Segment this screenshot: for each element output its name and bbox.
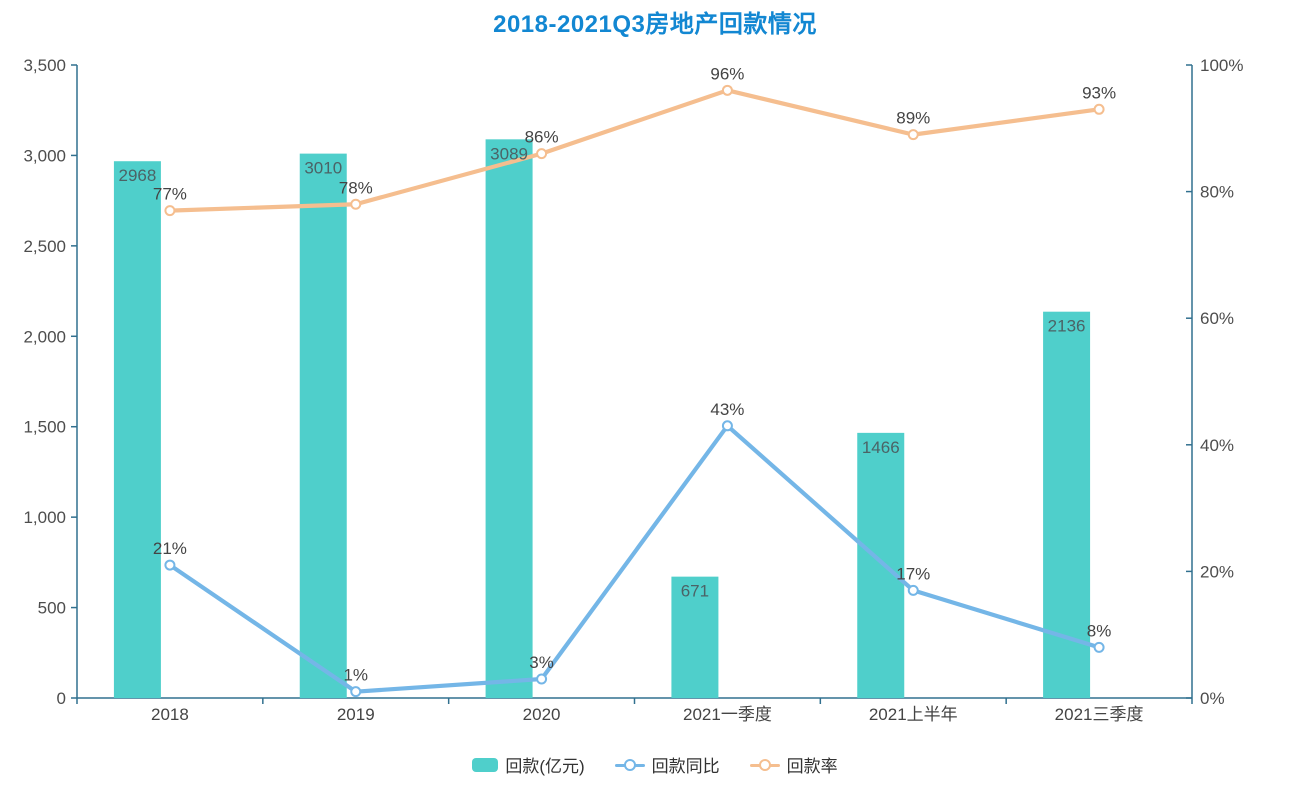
x-category-label: 2021上半年 [869,705,958,724]
y-left-tick-label: 3,000 [23,146,66,165]
bar-2021三季度[interactable] [1043,311,1091,698]
legend-bar-swatch-icon [472,757,499,772]
point-回款同比-2019[interactable] [350,686,362,698]
point-回款率-2019[interactable] [350,198,362,210]
point-value-label: 17% [896,564,930,583]
point-value-label: 78% [339,178,373,197]
y-right-tick-label: 60% [1200,309,1234,328]
legend-line-swatch-icon [614,758,645,772]
point-回款率-2020[interactable] [536,148,548,160]
point-value-label: 96% [710,64,744,83]
legend-label: 回款(亿元) [505,757,585,776]
point-value-label: 3% [529,653,554,672]
point-回款同比-2018[interactable] [164,559,176,571]
legend-line-swatch-icon [749,758,780,772]
y-left-tick-label: 500 [38,599,66,618]
point-value-label: 43% [710,400,744,419]
bar-value-label: 3010 [304,159,342,178]
y-left-tick-label: 3,500 [23,56,66,75]
x-category-label: 2019 [337,705,375,724]
bar-value-label: 671 [681,582,709,601]
bar-2021一季度[interactable] [671,576,719,698]
point-回款率-2021上半年[interactable] [907,129,919,141]
y-right-tick-label: 40% [1200,436,1234,455]
y-right-tick-label: 100% [1200,56,1243,75]
bar-2020[interactable] [485,139,533,699]
point-回款率-2021一季度[interactable] [721,84,733,96]
point-value-label: 93% [1082,83,1116,102]
bar-2019[interactable] [299,153,347,698]
point-回款同比-2021三季度[interactable] [1093,641,1105,653]
y-right-tick-label: 20% [1200,562,1234,581]
point-value-label: 77% [153,185,187,204]
legend-label: 回款同比 [651,757,720,776]
bar-2021上半年[interactable] [857,432,905,698]
bar-value-label: 1466 [862,438,900,457]
point-value-label: 86% [525,128,559,147]
legend-item-回款率[interactable]: 回款率 [749,752,838,777]
chart-title: 2018-2021Q3房地产回款情况 [493,11,817,38]
bar-value-label: 3089 [490,144,528,163]
y-left-tick-label: 0 [57,689,66,708]
point-value-label: 8% [1087,621,1112,640]
legend-item-回款(亿元)[interactable]: 回款(亿元) [472,752,585,777]
bar-value-label: 2136 [1048,317,1086,336]
y-left-tick-label: 1,000 [23,508,66,527]
x-category-label: 2021三季度 [1055,705,1144,724]
bar-2018[interactable] [113,161,161,698]
legend-label: 回款率 [786,757,838,776]
y-left-tick-label: 1,500 [23,418,66,437]
y-right-tick-label: 80% [1200,183,1234,202]
line-回款率 [167,88,1102,213]
legend-item-回款同比[interactable]: 回款同比 [614,752,720,777]
point-value-label: 1% [343,666,368,685]
point-value-label: 89% [896,109,930,128]
chart-legend: 回款(亿元) 回款同比 回款率 [0,752,1310,777]
point-回款率-2018[interactable] [164,205,176,217]
y-right-tick-label: 0% [1200,689,1225,708]
x-category-label: 2020 [523,705,561,724]
x-category-label: 2018 [151,705,189,724]
point-回款同比-2021一季度[interactable] [721,420,733,432]
point-value-label: 21% [153,539,187,558]
y-left-tick-label: 2,000 [23,327,66,346]
chart-canvas: 0 500 1,000 1,500 2,000 2,500 3,000 3,500 0% 20% 4… [23,56,1243,724]
x-category-label: 2021一季度 [683,705,772,724]
bar-value-label: 2968 [119,166,157,185]
line-回款同比 [167,423,1102,694]
point-回款率-2021三季度[interactable] [1093,103,1105,115]
y-left-tick-label: 2,500 [23,237,66,256]
point-回款同比-2021上半年[interactable] [907,584,919,596]
point-回款同比-2020[interactable] [536,673,548,685]
